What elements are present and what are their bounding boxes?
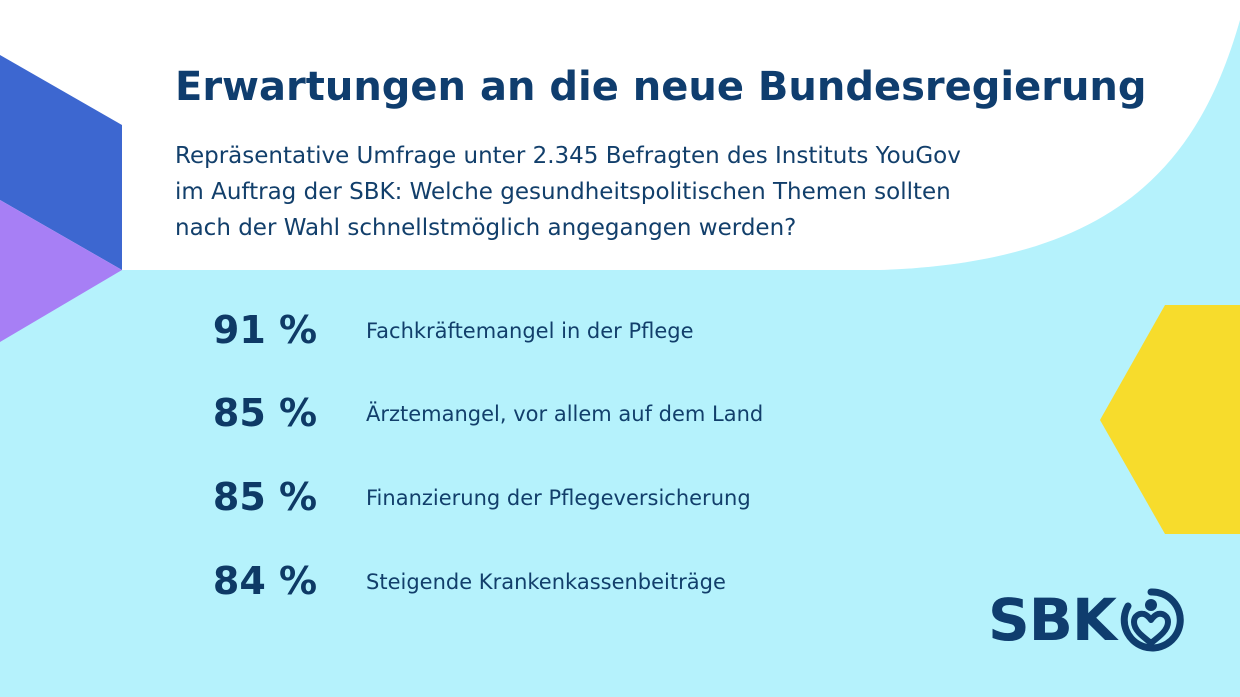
page-subtitle: Repräsentative Umfrage unter 2.345 Befra… <box>175 138 1115 246</box>
sbk-heart-person-icon <box>1120 588 1184 652</box>
result-value: 84 % <box>212 559 318 603</box>
result-value: 91 % <box>212 308 318 352</box>
result-row: 84 % Steigende Krankenkassenbeiträge <box>0 551 1000 611</box>
subtitle-line: nach der Wahl schnellstmöglich angegange… <box>175 215 797 241</box>
subtitle-line: im Auftrag der SBK: Welche gesundheitspo… <box>175 179 951 205</box>
result-row: 85 % Finanzierung der Pflegeversicherung <box>0 467 1000 527</box>
result-row: 91 % Fachkräftemangel in der Pflege <box>0 300 1000 360</box>
result-row: 85 % Ärztemangel, vor allem auf dem Land <box>0 383 1000 443</box>
result-value: 85 % <box>212 475 318 519</box>
sbk-logo: SBK <box>988 585 1198 655</box>
result-label: Fachkräftemangel in der Pflege <box>366 319 694 343</box>
result-label: Finanzierung der Pflegeversicherung <box>366 486 751 510</box>
result-label: Steigende Krankenkassenbeiträge <box>366 570 726 594</box>
hexagon-purple-shape <box>0 200 122 342</box>
logo-text: SBK <box>988 586 1117 654</box>
hexagon-blue-shape <box>0 55 122 270</box>
subtitle-line: Repräsentative Umfrage unter 2.345 Befra… <box>175 143 961 169</box>
result-value: 85 % <box>212 391 318 435</box>
page-title: Erwartungen an die neue Bundesregierung <box>175 64 1147 110</box>
hexagon-yellow-shape <box>1100 305 1240 534</box>
header-panel <box>0 0 1240 270</box>
result-label: Ärztemangel, vor allem auf dem Land <box>366 402 764 426</box>
